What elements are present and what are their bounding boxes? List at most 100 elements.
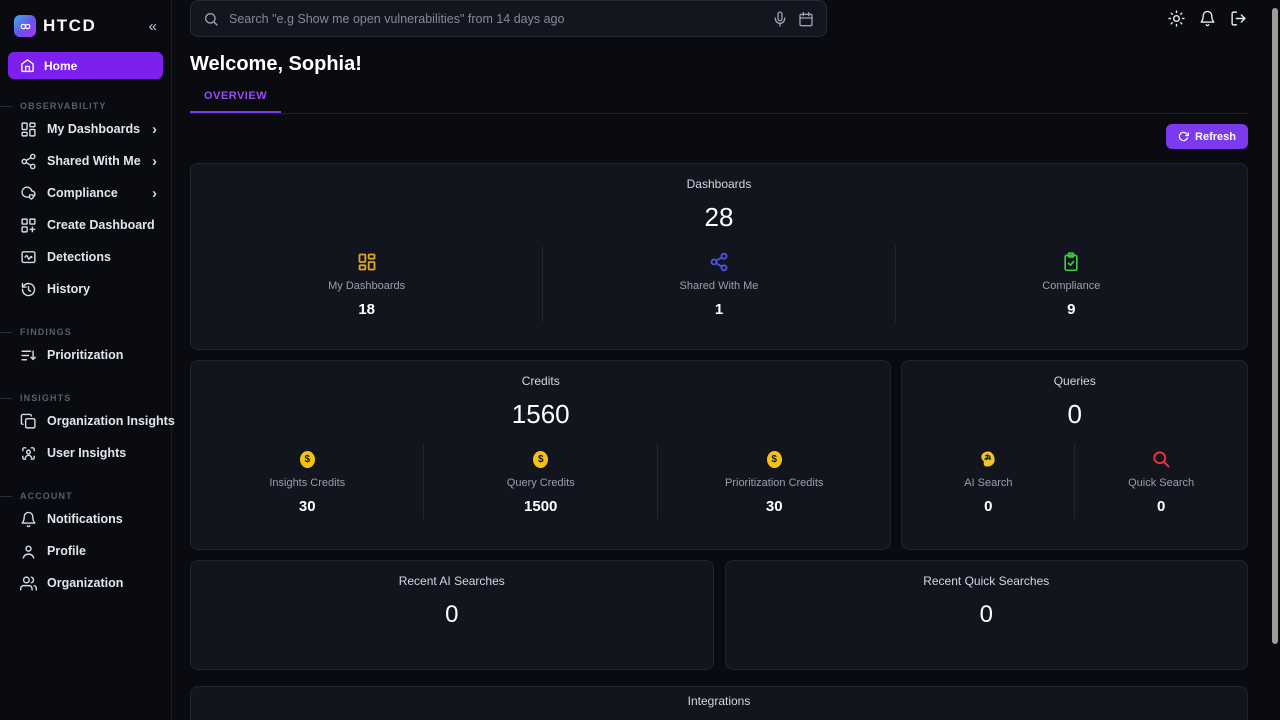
- section-label-observability: OBSERVABILITY: [0, 99, 171, 113]
- sidebar-item-history[interactable]: History: [0, 273, 171, 305]
- card-title: Dashboards: [686, 177, 752, 191]
- card-title: Recent Quick Searches: [923, 574, 1050, 588]
- sidebar-item-label: Notifications: [47, 512, 123, 526]
- share-icon: [20, 153, 37, 170]
- refresh-label: Refresh: [1195, 130, 1236, 143]
- queries-stats: AI Search 0 Quick Search 0: [902, 443, 1247, 533]
- users-group-icon: [20, 575, 37, 592]
- recent-quick-count: 0: [979, 601, 993, 628]
- logo-row: HTCD «: [0, 8, 171, 44]
- stat-value: 0: [984, 498, 993, 515]
- stat-insights-credits: $ Insights Credits 30: [191, 443, 423, 519]
- recent-ai-count: 0: [445, 601, 459, 628]
- sidebar-item-organization-insights[interactable]: Organization Insights: [0, 405, 175, 437]
- chevron-right-icon: ›: [152, 152, 157, 170]
- ai-brain-icon: [978, 449, 998, 469]
- refresh-button[interactable]: Refresh: [1166, 124, 1248, 149]
- integrations-card: Integrations: [190, 686, 1248, 720]
- sidebar-item-label: User Insights: [47, 446, 127, 460]
- recent-ai-searches-card: Recent AI Searches 0: [190, 560, 714, 670]
- queries-total: 0: [1067, 399, 1082, 429]
- calendar-icon[interactable]: [798, 11, 814, 27]
- stat-query-credits: $ Query Credits 1500: [423, 443, 656, 519]
- stat-value: 18: [358, 301, 375, 318]
- sidebar-item-label: My Dashboards: [47, 122, 141, 136]
- card-title: Queries: [1053, 374, 1096, 388]
- stacked-docs-icon: [20, 413, 37, 430]
- sidebar: HTCD « Home OBSERVABILITY My Dashboards …: [0, 0, 175, 720]
- dashboards-stats: My Dashboards 18 Shared With Me 1 Compli…: [191, 246, 1247, 336]
- dollar-coin-icon: $: [299, 449, 315, 469]
- htcd-logo-icon: [14, 15, 36, 37]
- topbar: [172, 0, 1280, 37]
- vertical-scrollbar[interactable]: [1272, 8, 1278, 644]
- stat-shared-with-me: Shared With Me 1: [542, 246, 894, 322]
- recent-searches-row: Recent AI Searches 0 Recent Quick Search…: [190, 560, 1248, 670]
- clipboard-check-icon: [1061, 252, 1081, 272]
- tab-overview[interactable]: OVERVIEW: [190, 90, 282, 113]
- sidebar-item-label: Prioritization: [47, 348, 124, 362]
- stat-value: 1500: [524, 498, 558, 515]
- sidebar-item-detections[interactable]: Detections: [0, 241, 171, 273]
- refresh-icon: [1178, 131, 1190, 142]
- stat-label: Compliance: [1042, 280, 1101, 292]
- credits-card: Credits 1560 $ Insights Credits 30 $ Que…: [190, 360, 892, 550]
- sidebar-item-label: Shared With Me: [47, 154, 141, 168]
- card-title: Recent AI Searches: [398, 574, 505, 588]
- sidebar-item-shared-with-me[interactable]: Shared With Me ›: [0, 145, 171, 177]
- sidebar-item-notifications[interactable]: Notifications: [0, 503, 171, 535]
- sidebar-item-label: Compliance: [47, 186, 118, 200]
- notifications-bell-icon[interactable]: [1199, 10, 1216, 27]
- topbar-actions: [1168, 10, 1247, 27]
- stat-value: 9: [1067, 301, 1076, 318]
- stat-label: Quick Search: [1128, 477, 1195, 489]
- grid-plus-icon: [20, 217, 37, 234]
- microphone-icon[interactable]: [772, 10, 788, 27]
- sidebar-item-my-dashboards[interactable]: My Dashboards ›: [0, 113, 171, 145]
- stat-compliance: Compliance 9: [894, 246, 1247, 322]
- sidebar-item-label: Profile: [47, 544, 86, 558]
- stat-value: 0: [1156, 498, 1166, 515]
- user-icon: [20, 543, 37, 560]
- sidebar-item-create-dashboard[interactable]: Create Dashboard: [0, 209, 171, 241]
- sidebar-item-organization[interactable]: Organization: [0, 567, 171, 599]
- history-clock-icon: [20, 281, 37, 298]
- sidebar-item-prioritization[interactable]: Prioritization: [0, 339, 171, 371]
- dashboards-total: 28: [704, 202, 734, 232]
- dollar-coin-icon: $: [766, 449, 782, 469]
- sidebar-item-home[interactable]: Home: [8, 52, 163, 79]
- search-icon: [205, 12, 218, 26]
- sidebar-item-label: Create Dashboard: [47, 218, 155, 232]
- logout-icon[interactable]: [1230, 10, 1247, 27]
- credits-stats: $ Insights Credits 30 $ Query Credits 15…: [191, 443, 890, 533]
- recent-quick-searches-card: Recent Quick Searches 0: [724, 560, 1248, 670]
- theme-sun-icon[interactable]: [1168, 10, 1185, 27]
- page-title: Welcome, Sophia!: [190, 53, 362, 75]
- sidebar-item-user-insights[interactable]: User Insights: [0, 437, 171, 469]
- dollar-coin-icon: $: [533, 449, 549, 469]
- refresh-row: Refresh: [190, 124, 1248, 149]
- sidebar-item-label: Organization: [47, 576, 124, 590]
- stat-prioritization-credits: $ Prioritization Credits 30: [656, 443, 890, 519]
- card-title: Credits: [521, 374, 560, 388]
- credits-queries-row: Credits 1560 $ Insights Credits 30 $ Que…: [190, 360, 1248, 550]
- sidebar-collapse-icon[interactable]: «: [148, 17, 157, 35]
- card-title: Integrations: [687, 694, 751, 708]
- sidebar-item-compliance[interactable]: Compliance ›: [0, 177, 171, 209]
- search-input[interactable]: [229, 11, 762, 26]
- sidebar-item-profile[interactable]: Profile: [0, 535, 171, 567]
- home-icon: [20, 58, 35, 73]
- section-label-findings: FINDINGS: [0, 325, 171, 339]
- pulse-monitor-icon: [20, 249, 37, 266]
- stat-label: Insights Credits: [269, 477, 346, 489]
- stat-value: 1: [714, 301, 724, 318]
- stat-label: Prioritization Credits: [725, 477, 824, 489]
- dashboard-grid-icon: [357, 252, 377, 272]
- stat-value: 30: [765, 498, 783, 515]
- tab-bar: OVERVIEW: [190, 86, 1248, 114]
- global-search[interactable]: [190, 0, 827, 37]
- queries-card: Queries 0 AI Search 0 Quick Sear: [901, 360, 1248, 550]
- main-area: Welcome, Sophia! OVERVIEW Refresh Dashbo…: [172, 0, 1280, 720]
- stat-label: Query Credits: [506, 477, 575, 489]
- sidebar-item-label: Organization Insights: [47, 414, 175, 428]
